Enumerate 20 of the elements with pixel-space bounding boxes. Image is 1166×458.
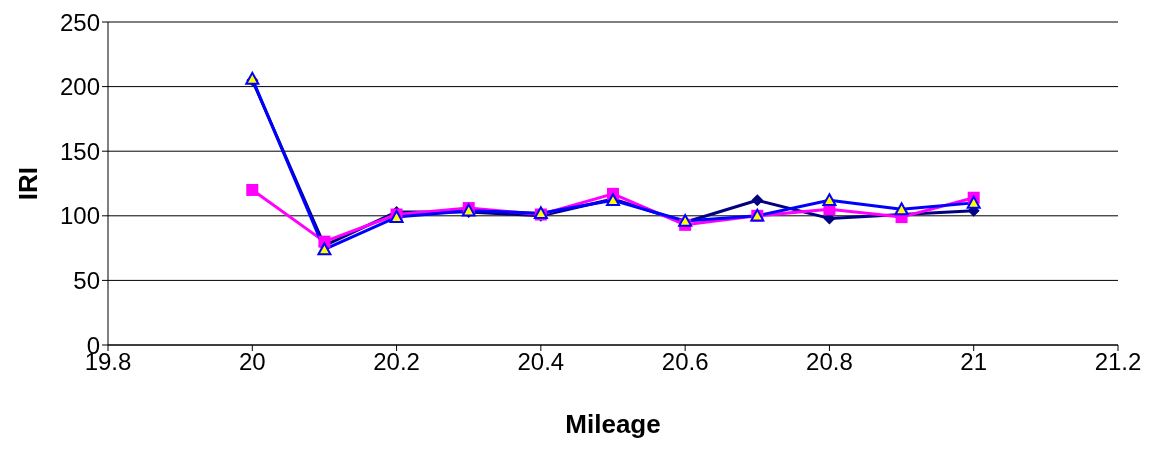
point bbox=[317, 242, 332, 256]
x-tick-label: 20.6 bbox=[661, 348, 709, 376]
point bbox=[966, 195, 981, 209]
y-axis-title: IRI bbox=[13, 166, 44, 201]
y-tick-label: 200 bbox=[59, 73, 100, 101]
x-tick-label: 20.2 bbox=[373, 348, 420, 376]
x-tick-label: 20.8 bbox=[806, 348, 853, 376]
point bbox=[751, 194, 764, 207]
x-axis-title: Mileage bbox=[565, 409, 661, 440]
x-tick-label: 20 bbox=[238, 348, 266, 376]
x-tick-label: 21 bbox=[960, 348, 988, 376]
point bbox=[246, 183, 259, 196]
x-tick-label: 21.2 bbox=[1094, 348, 1142, 376]
y-tick-label: 250 bbox=[59, 8, 100, 36]
y-tick-label: 150 bbox=[59, 137, 100, 165]
x-tick-label: 20.4 bbox=[517, 348, 565, 376]
y-tick-label: 100 bbox=[59, 202, 100, 230]
y-tick-label: 50 bbox=[73, 266, 100, 294]
point bbox=[822, 193, 837, 207]
point bbox=[894, 202, 909, 216]
